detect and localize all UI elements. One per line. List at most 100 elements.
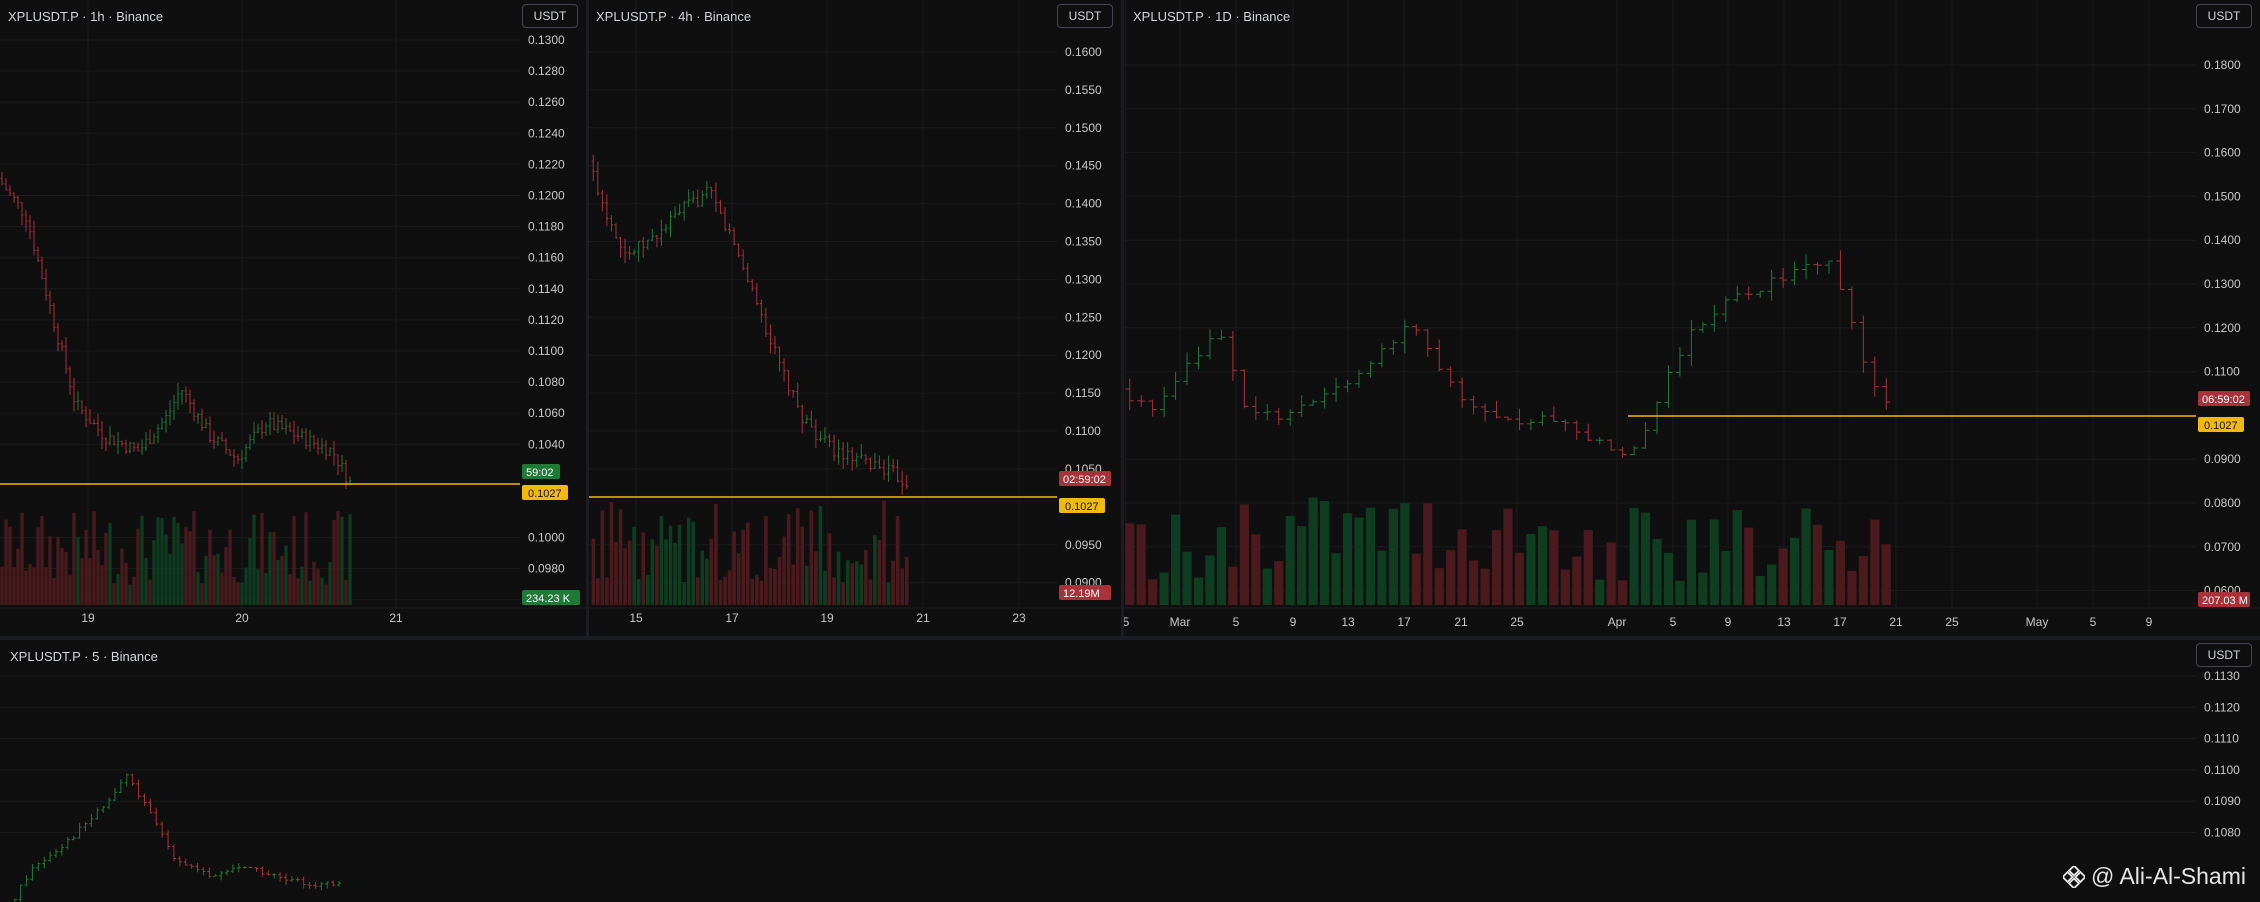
volume-bar (64, 552, 68, 605)
currency-button[interactable]: USDT (1057, 4, 1113, 28)
volume-bar (677, 524, 682, 605)
volume-bar (1618, 580, 1628, 605)
volume-bar (1503, 508, 1513, 605)
volume-bar (220, 572, 224, 605)
pane-divider[interactable] (586, 0, 589, 638)
volume-bar (72, 512, 76, 605)
volume-bar (1778, 548, 1788, 605)
volume-bar (1434, 568, 1444, 605)
volume-bar (336, 510, 340, 605)
volume-bar (1721, 550, 1731, 605)
x-axis-label: 25 (1945, 615, 1959, 629)
volume-bar (196, 572, 200, 605)
volume-bar (1331, 553, 1341, 605)
volume-bar (1560, 569, 1570, 605)
x-axis-label: 21 (389, 611, 403, 625)
volume-bar (882, 500, 886, 605)
volume-bar (804, 565, 809, 605)
volume-bar (1858, 556, 1868, 605)
volume-bar (36, 527, 40, 605)
volume-bar (886, 582, 891, 605)
currency-button[interactable]: USDT (2196, 643, 2252, 667)
currency-button[interactable]: USDT (2196, 4, 2252, 28)
volume-bar (76, 537, 80, 605)
volume-bar (841, 582, 845, 605)
volume-bar (136, 528, 140, 605)
y-axis-label: 0.1400 (1065, 197, 1102, 211)
symbol-title[interactable]: XPLUSDT.P · 4h · Binance (596, 9, 752, 24)
volume-bar (284, 545, 288, 605)
x-axis-label: 5 (1233, 615, 1240, 629)
volume-bar (800, 526, 805, 605)
volume-bar (1446, 550, 1456, 605)
volume-bar (300, 566, 304, 605)
volume-bar (224, 546, 228, 605)
chart-canvas-4h[interactable]: 0.1600 0.1550 0.1500 0.1450 0.1400 0.1350 0.13… (589, 0, 1121, 636)
y-axis-label: 0.1260 (528, 95, 565, 109)
volume-bar (759, 580, 764, 605)
volume-bar (655, 545, 659, 605)
volume-bar (1423, 503, 1433, 605)
y-axis-label: 0.1240 (528, 126, 565, 140)
volume-bar (1205, 555, 1215, 605)
y-axis-label: 0.1100 (2204, 763, 2240, 777)
volume-bar (128, 584, 132, 605)
x-axis-label: 9 (2146, 615, 2153, 629)
y-axis-label: 0.1200 (2204, 321, 2241, 335)
chart-canvas-5m[interactable]: 0.1130 0.1120 0.1110 0.1100 0.1090 0.1080 (0, 640, 2260, 902)
volume-bar (1251, 534, 1261, 605)
volume-bar (192, 511, 196, 605)
x-axis-label: 17 (725, 611, 739, 625)
volume-bar (1686, 519, 1696, 605)
chart-pane-5m[interactable]: 0.1130 0.1120 0.1110 0.1100 0.1090 0.1080 XPL… (0, 640, 2260, 902)
volume-bar (900, 568, 905, 605)
y-axis-label: 0.1120 (528, 313, 564, 327)
volume-bar (1320, 501, 1330, 605)
volume-bar (727, 570, 732, 605)
symbol-title[interactable]: XPLUSDT.P · 1h · Binance (8, 9, 164, 24)
volume-bar (673, 542, 677, 605)
volume-bar (200, 583, 204, 605)
y-axis-label: 0.1200 (528, 189, 565, 203)
volume-label: 234.23 K (526, 593, 571, 605)
author-watermark: @ Ali-Al-Shami (2063, 863, 2246, 890)
volume-bar (1847, 570, 1857, 605)
chart-canvas-1h[interactable]: 0.1300 0.1280 0.1260 0.1240 0.1220 0.1200 0.11… (0, 0, 586, 636)
currency-button[interactable]: USDT (522, 4, 578, 28)
pane-divider-horizontal[interactable] (0, 636, 2260, 640)
chart-pane-4h[interactable]: 0.1600 0.1550 0.1500 0.1450 0.1400 0.1350 0.13… (589, 0, 1121, 636)
volume-bar (1388, 508, 1398, 605)
y-axis-label: 0.1400 (2204, 233, 2241, 247)
chart-pane-1h[interactable]: 0.1300 0.1280 0.1260 0.1240 0.1220 0.1200 0.11… (0, 0, 586, 636)
chart-canvas-1d[interactable]: 0.1800 0.1700 0.1600 0.1500 0.1400 0.1300 0.12… (1124, 0, 2260, 636)
volume-bar (864, 550, 868, 605)
x-axis-label: 21 (916, 611, 930, 625)
volume-bar (786, 514, 791, 605)
y-axis-label: 0.1550 (1065, 83, 1102, 97)
volume-bar (296, 578, 300, 605)
volume-bar (268, 532, 272, 605)
chart-pane-1d[interactable]: 0.1800 0.1700 0.1600 0.1500 0.1400 0.1300 0.12… (1124, 0, 2260, 636)
y-axis-label: 0.0900 (2204, 452, 2241, 466)
volume-bar (659, 516, 664, 605)
volume-bar (1285, 516, 1295, 605)
x-axis-label: 17 (1833, 615, 1847, 629)
volume-bar (172, 516, 176, 605)
watermark-text: @ Ali-Al-Shami (2091, 863, 2246, 889)
volume-bar (272, 532, 276, 605)
pane-divider[interactable] (1121, 0, 1124, 638)
symbol-title[interactable]: XPLUSDT.P · 5 · Binance (10, 649, 158, 664)
volume-bar (1182, 551, 1192, 605)
volume-bar (627, 540, 632, 605)
y-axis-label: 0.1800 (2204, 58, 2241, 72)
volume-bar (1652, 538, 1662, 605)
volume-bar (1755, 575, 1765, 605)
volume-bar (1239, 504, 1249, 605)
volume-bar (904, 556, 909, 605)
x-axis-label: Apr (1608, 615, 1627, 629)
volume-bar (1125, 523, 1135, 605)
x-axis-label: 23 (1012, 611, 1026, 625)
volume-bar (120, 548, 124, 605)
volume-bar (1789, 537, 1800, 605)
symbol-title[interactable]: XPLUSDT.P · 1D · Binance (1133, 9, 1291, 24)
